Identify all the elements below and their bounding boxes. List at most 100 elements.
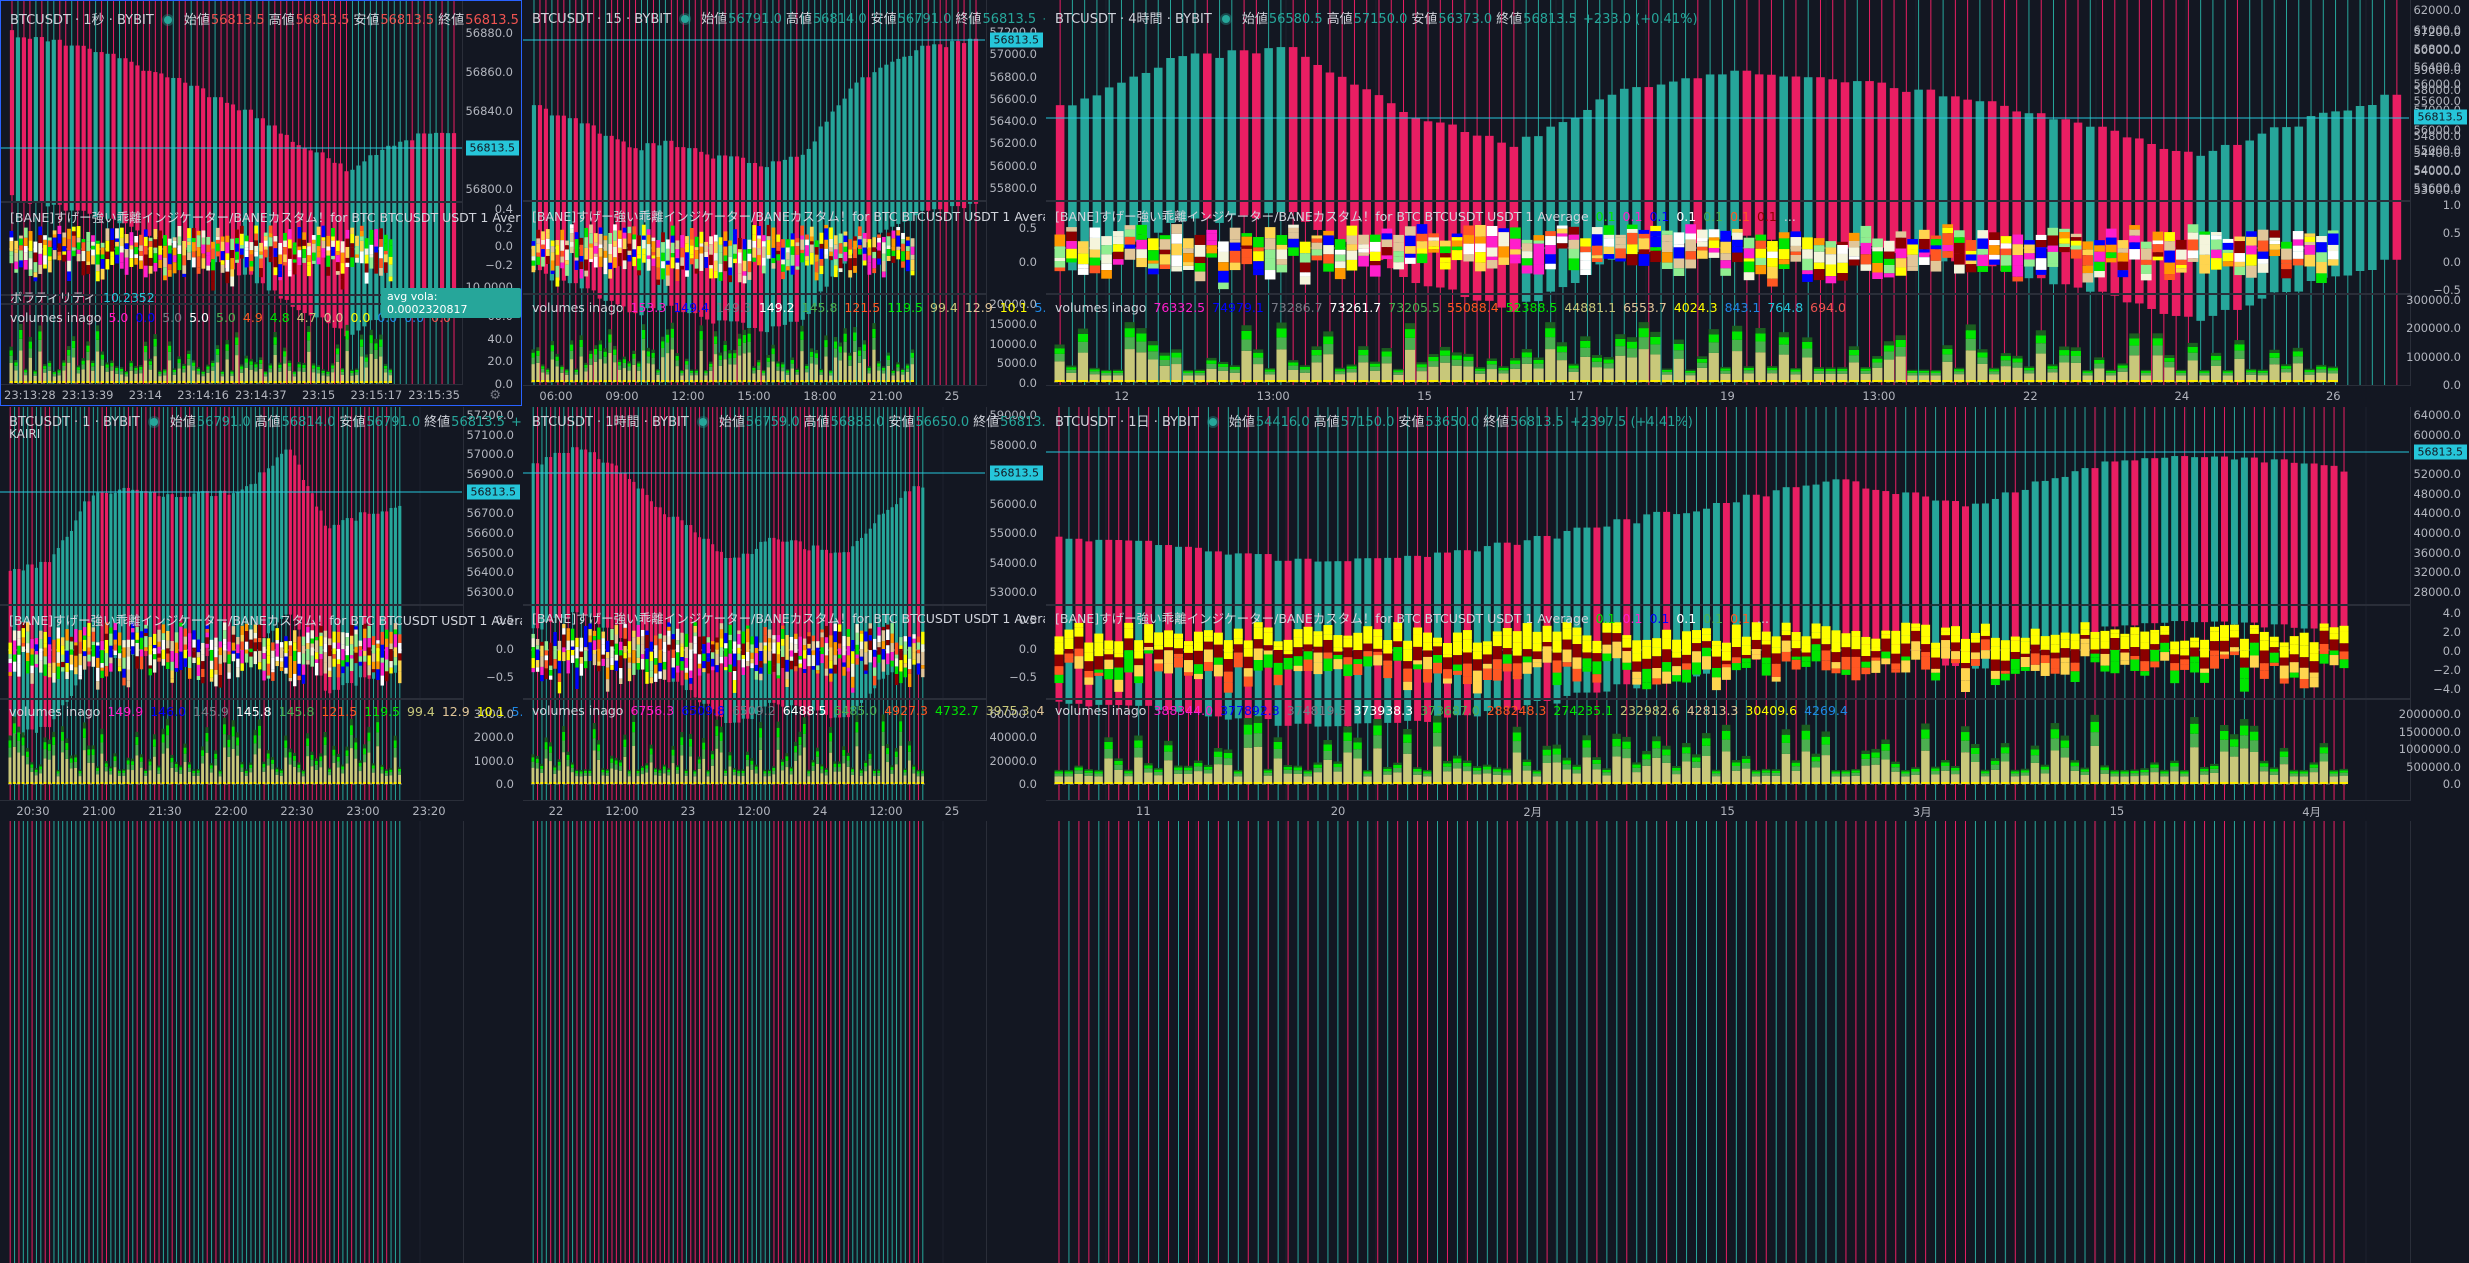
indicator-bar [742,239,747,250]
indicator-bar [670,225,675,236]
volume-bar [225,359,229,383]
indicator-bar [359,225,364,231]
indicator-bar [306,643,310,650]
indicator-bar [549,642,553,656]
indicator-bar [87,654,91,662]
volume-bar [1334,374,1346,382]
price-axis[interactable]: 57200.057100.057000.056900.056800.056700… [463,407,522,1263]
indicator-bar [603,257,608,270]
volume-bar-base [1381,380,1392,382]
indicator-bar [124,234,129,244]
volume-bar [733,357,737,365]
symbol-title[interactable]: BTCUSDT · 15 · BYBIT [532,12,672,27]
indicator-bar [829,227,833,239]
chart-btcusdt-1s[interactable]: BTCUSDT · 1秒 · BYBIT 始値56813.5 高値56813.5 安値… [0,0,522,406]
volume-bar-base [800,380,804,382]
candle [1669,81,1678,247]
volume-bar [1159,352,1170,356]
indicator-bar [331,236,335,241]
chart-canvas[interactable] [523,0,1045,406]
indicator-bar [301,674,306,684]
time-axis[interactable]: 12 13:00 15 17 19 13:00 22 24 26 [1046,385,2411,406]
volume-bar [81,360,85,365]
indicator-bar [239,254,244,259]
indicator-bar [627,255,632,262]
gear-icon[interactable]: ⚙ [489,388,501,403]
volume-bar [211,360,215,363]
volume-bar-base [910,380,914,382]
volume-bar [201,373,205,377]
indicator-bar [1498,228,1510,233]
price-axis[interactable]: 56880.056860.056840.056820.056800.00.40.… [462,1,521,405]
volume-bar [283,363,287,383]
volume-bar [752,367,756,371]
indicator-bar [254,245,259,252]
time-axis[interactable]: 06:00 09:00 12:00 15:00 18:00 21:00 25 [523,385,987,406]
time-axis[interactable]: 20:30 21:00 21:30 22:00 22:30 23:00 23:20 [0,800,464,821]
time-axis[interactable]: 23:13:28 23:13:39 23:14 23:14:16 23:14:37 23:… [1,384,463,405]
indicator-bar [8,658,12,664]
volume-value-5: 4.9 [242,310,263,325]
chart-canvas[interactable] [523,407,1045,1263]
indicator-bar [105,251,110,260]
indicator-bar [187,633,192,643]
volume-bar [2281,364,2292,367]
price-tick: 54000.0 [2413,163,2461,177]
indicator-bar [867,262,872,266]
indicator-bar [109,627,113,634]
indicator-bar [293,650,297,661]
indicator-bar [1883,251,1895,259]
candle [323,525,327,691]
indicator-bar [790,265,795,275]
volume-bar [34,772,38,776]
volume-bar [1954,374,1965,382]
volume-value-7: 99.4 [930,300,958,315]
indicator-bar [1183,253,1194,263]
indicator-bar [104,653,109,667]
indicator-bar [43,664,47,676]
volume-bar [685,364,689,370]
ohlc-value-3: 56813.5 [451,415,505,430]
symbol-title[interactable]: BTCUSDT · 1時間 · BYBIT [532,415,689,430]
indicator-bar [335,262,340,272]
indicator-bar [148,665,152,669]
chart-btcusdt-4h[interactable]: BTCUSDT · 4時間 · BYBIT 始値56580.5 高値57150.0 安… [1046,0,2469,406]
price-axis[interactable]: 57200.057000.056800.056600.056400.056200… [986,0,1045,406]
indicator-bar [613,230,617,241]
indicator-bar [560,250,565,257]
indicator-bar [2024,244,2035,250]
volume-bar [728,353,732,359]
chart-btcusdt-1h[interactable]: BTCUSDT · 1時間 · BYBIT 始値56759.0 高値56885.0 安… [523,407,1045,1263]
chart-btcusdt-1m[interactable]: BTCUSDT · 1 · BYBIT 始値56791.0 高値56814.0 安値5… [0,407,522,1263]
indicator-bar [345,229,350,239]
volume-bar [336,753,340,757]
volume-bar [297,764,301,768]
indicator-bar [636,624,640,637]
symbol-title[interactable]: BTCUSDT · 1秒 · BYBIT [10,13,154,28]
price-axis[interactable]: 57200.056800.056400.056000.055600.055200… [2406,0,2469,406]
indicator-bar [1743,258,1755,262]
volume-bar [1299,365,1310,367]
symbol-title[interactable]: BTCUSDT · 4時間 · BYBIT [1055,12,1212,27]
volume-bar [30,764,34,768]
volume-bar [1334,369,1346,372]
indicator-bar [17,663,21,677]
volume-bar [157,773,161,784]
volume-bar [297,362,301,365]
volume-bar [1837,367,1848,369]
indicator-bar [364,238,369,249]
indicator-bar [177,253,182,260]
volume-bar [9,350,13,356]
indicator-bar [747,253,752,262]
chart-canvas[interactable] [1,1,522,406]
volume-bar [733,364,737,382]
symbol-title[interactable]: BTCUSDT · 1 · BYBIT [9,415,140,430]
indicator-bar [268,246,273,258]
chart-canvas[interactable] [1046,0,2469,406]
indicator-bar [100,641,104,651]
indicator-bar [891,250,896,257]
volume-bar-base [675,380,679,382]
chart-btcusdt-15[interactable]: BTCUSDT · 15 · BYBIT 始値56791.0 高値56814.0 安値… [523,0,1045,406]
indicator-bar [640,654,645,659]
chart-canvas[interactable] [0,407,522,1263]
